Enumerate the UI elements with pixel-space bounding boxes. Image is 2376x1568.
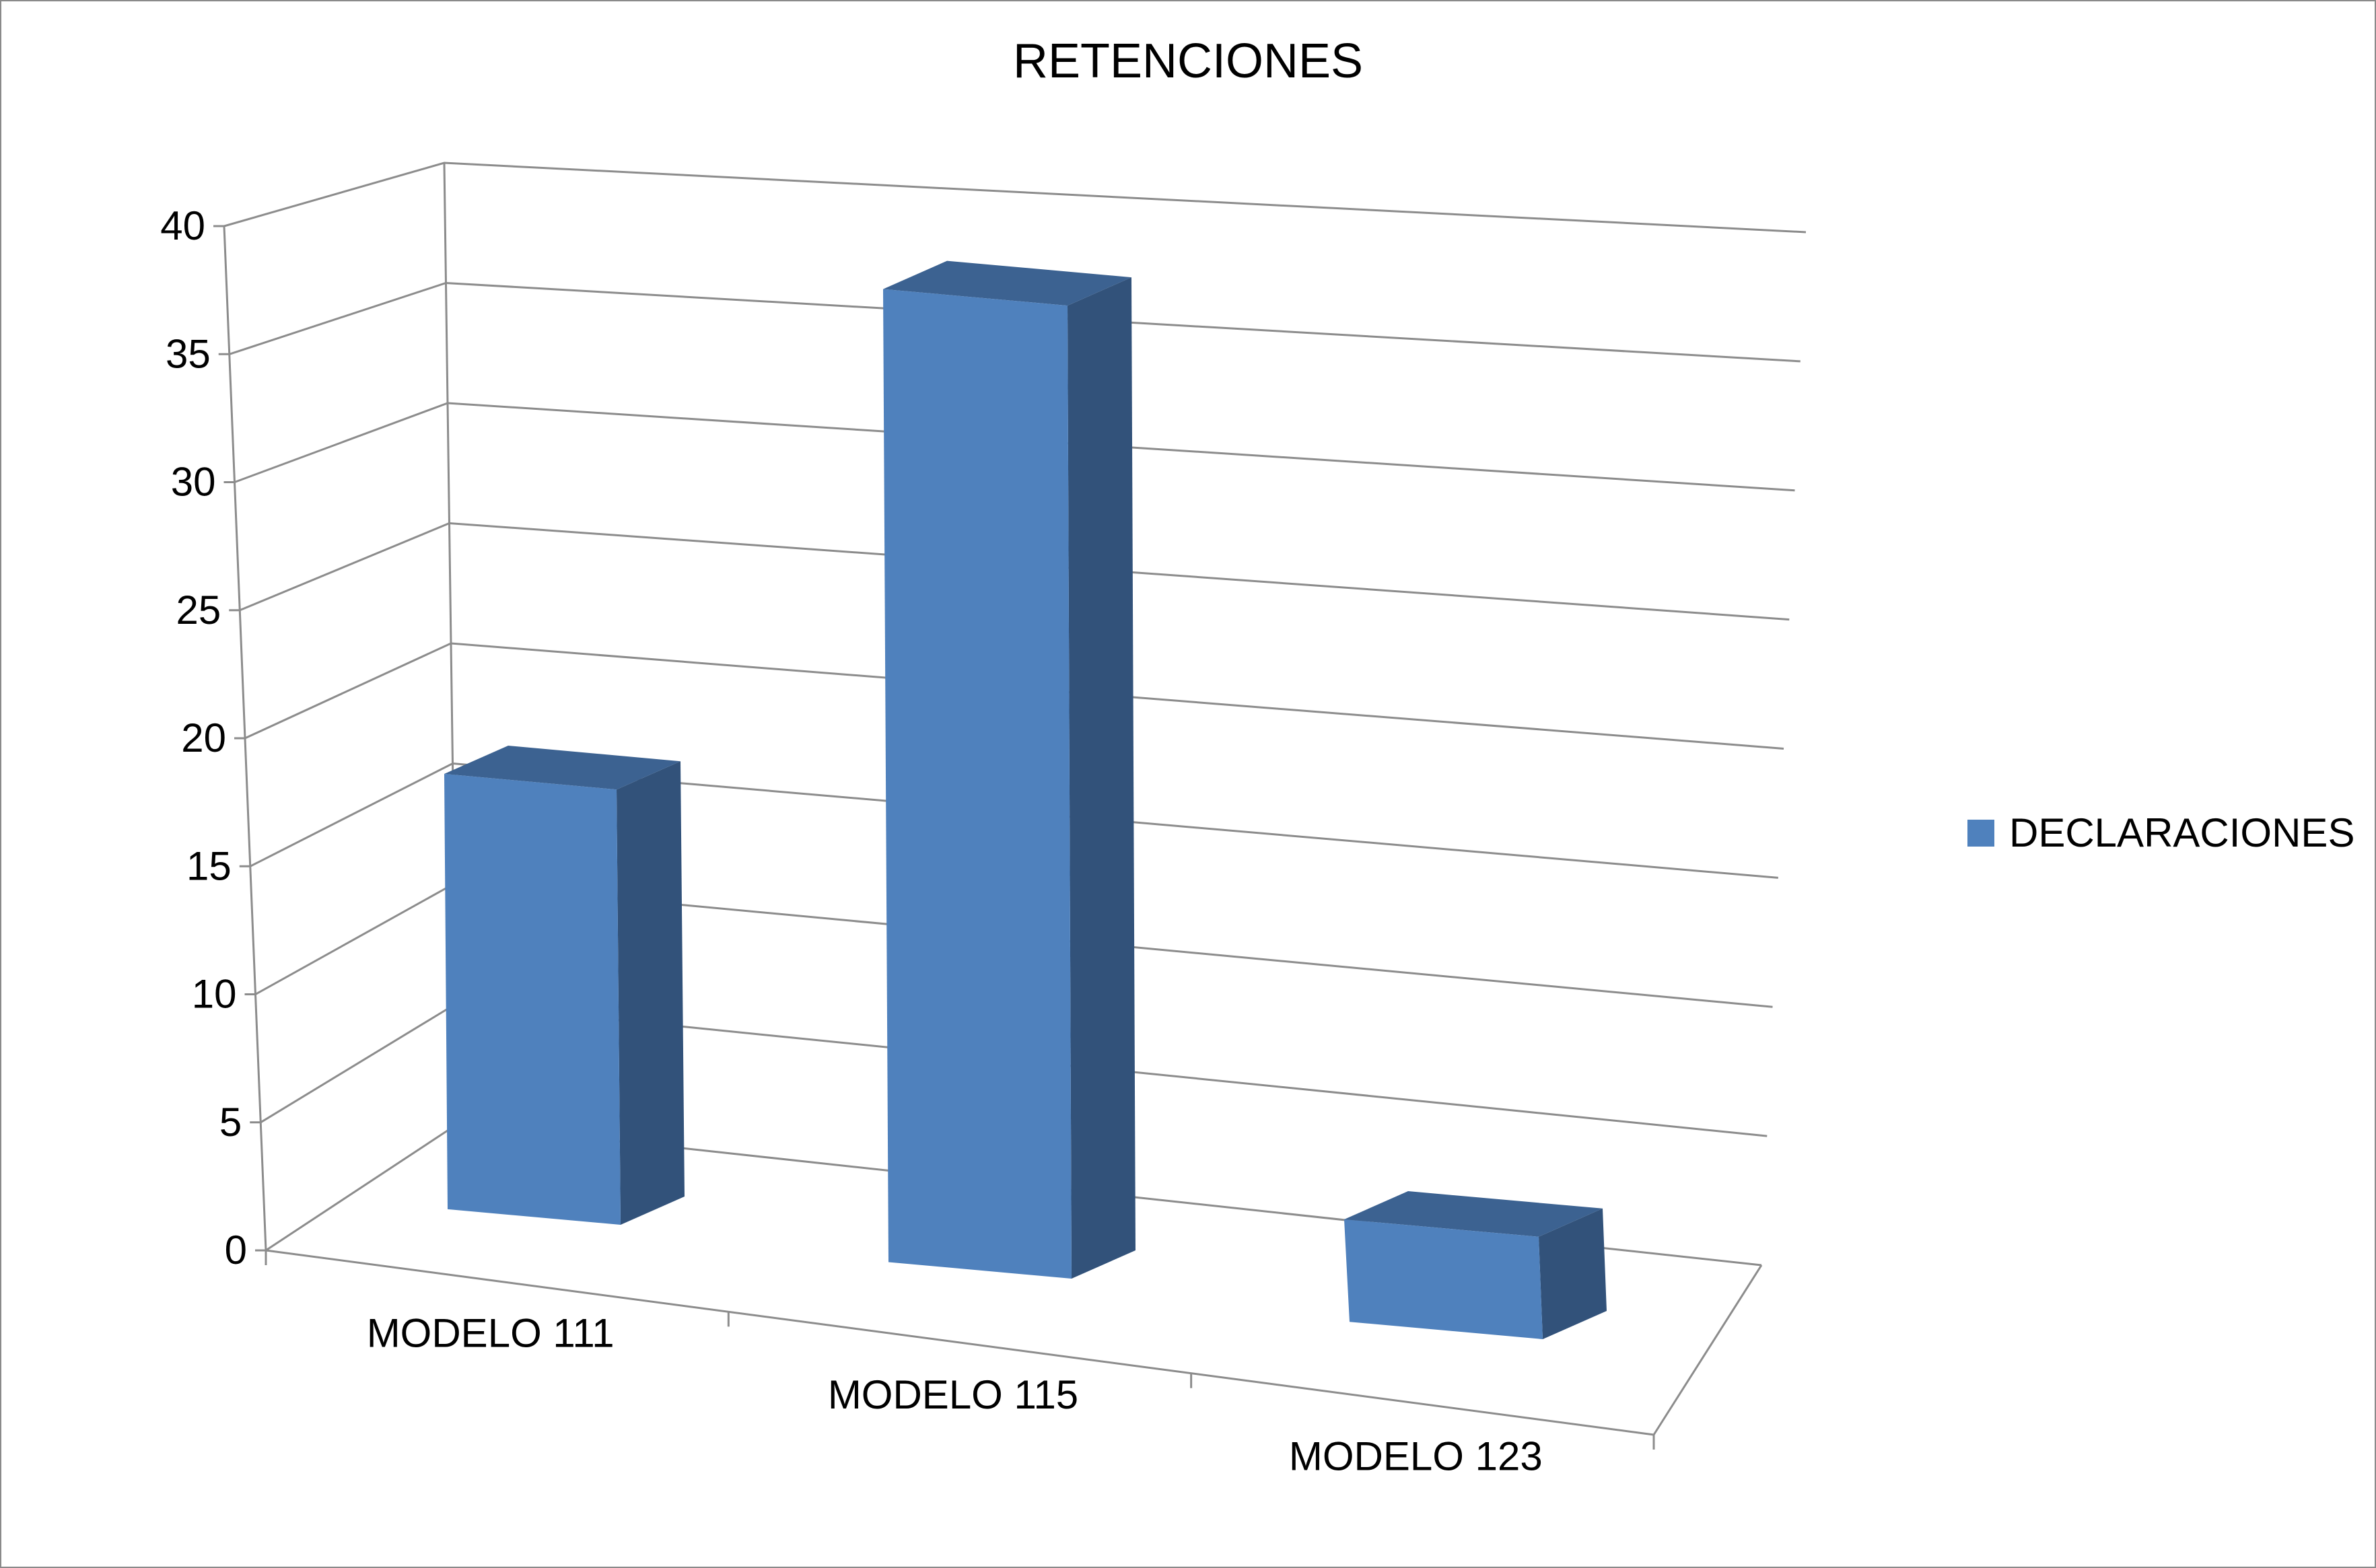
floor-right-edge [1652, 1264, 1763, 1435]
bar-2 [883, 260, 1135, 1279]
y-tick-label: 40 [160, 203, 205, 248]
chart-title: RETENCIONES [1013, 34, 1363, 88]
gridline [234, 402, 1795, 492]
bar-side [1068, 277, 1135, 1279]
bar-3 [1344, 1191, 1607, 1339]
legend: DECLARACIONES [1967, 810, 2354, 855]
x-tick-label: MODELO 111 [367, 1311, 615, 1356]
y-tick-label: 35 [166, 331, 211, 376]
gridline [229, 281, 1801, 363]
x-axis-line [265, 1249, 1654, 1436]
legend-label: DECLARACIONES [2009, 810, 2354, 855]
y-tick-label: 15 [186, 843, 232, 888]
bar-1 [444, 746, 685, 1225]
x-tick-label: MODELO 123 [1289, 1433, 1543, 1478]
gridline [239, 522, 1790, 621]
bar-side [1539, 1208, 1607, 1339]
legend-swatch [1967, 820, 1994, 847]
y-tick-label: 10 [192, 972, 237, 1017]
bar-side [617, 761, 685, 1225]
bar-front [1344, 1219, 1543, 1339]
x-axis-labels: MODELO 111 MODELO 115 MODELO 123 [367, 1311, 1543, 1479]
y-tick-label: 25 [176, 587, 221, 633]
bar-front [444, 774, 621, 1225]
gridline [250, 762, 1778, 879]
y-tick-label: 0 [225, 1227, 247, 1273]
gridline [223, 162, 1807, 234]
bars [444, 260, 1607, 1339]
y-axis-labels: 0 5 10 15 20 25 30 35 40 [160, 203, 247, 1273]
bar-top [444, 746, 680, 790]
gridline [244, 642, 1784, 750]
bar-front [883, 289, 1072, 1279]
x-tick-label: MODELO 115 [828, 1372, 1078, 1417]
bar-top [1344, 1191, 1603, 1237]
y-tick-label: 30 [171, 460, 216, 505]
bar-top [883, 260, 1131, 306]
y-tick-label: 5 [219, 1100, 242, 1145]
y-tick-label: 20 [181, 715, 226, 760]
